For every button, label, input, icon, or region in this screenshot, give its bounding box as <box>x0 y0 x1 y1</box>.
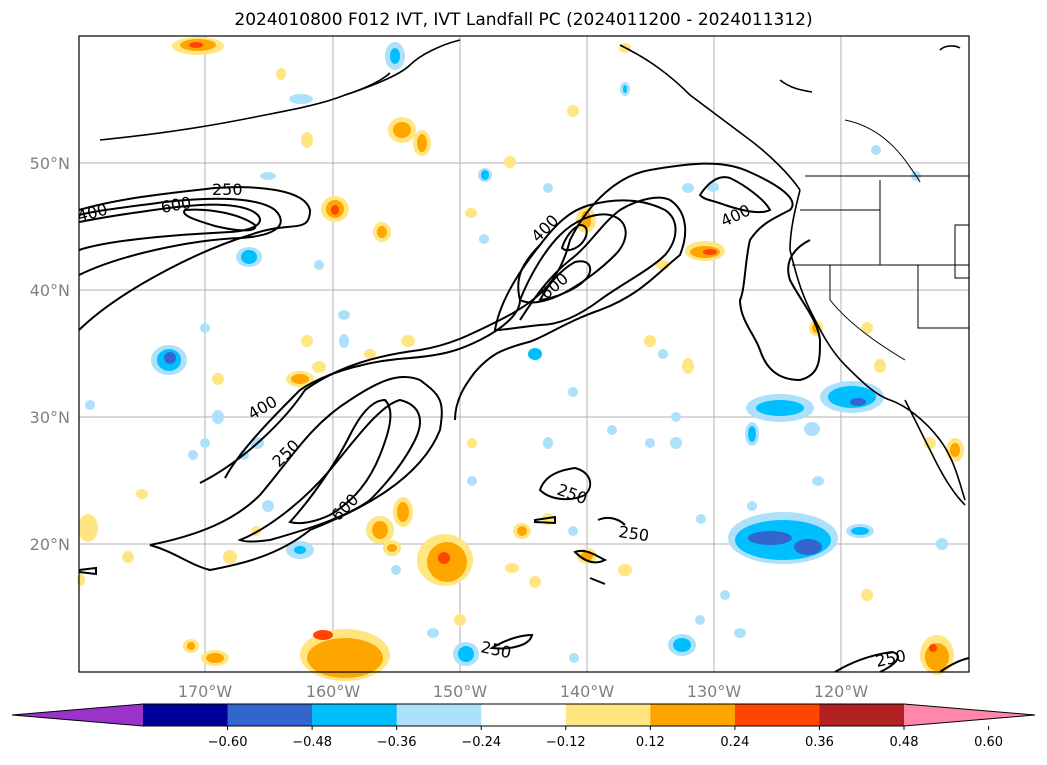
lon-label: 120°W <box>814 682 869 701</box>
state-borders <box>792 119 970 361</box>
colorbar-tick-label: −0.60 <box>208 735 248 750</box>
colorbar-extend-low <box>12 704 143 726</box>
lat-label: 30°N <box>30 408 70 427</box>
colorbar-tick-label: 0.48 <box>890 735 919 750</box>
colorbar-segment <box>312 704 398 726</box>
latitude-labels: 50°N 40°N 30°N 20°N <box>30 154 70 554</box>
colorbar-tick-label: −0.24 <box>461 735 501 750</box>
colorbar-tick-label: −0.36 <box>377 735 417 750</box>
colorbar-segment <box>650 704 736 726</box>
ivt-contours <box>78 162 970 673</box>
lon-label: 160°W <box>306 682 361 701</box>
colorbar: −0.60 −0.48 −0.36 −0.24 −0.12 0.12 0.24 0.36 0.4… <box>11 703 1036 750</box>
colorbar-segment <box>481 704 567 726</box>
lat-label: 40°N <box>30 281 70 300</box>
contour-label-250: 250 <box>617 522 650 545</box>
map-frame <box>78 35 970 673</box>
contour-label-250: 250 <box>212 180 243 199</box>
shaded-pc-fields <box>77 37 964 681</box>
lat-label: 50°N <box>30 154 70 173</box>
colorbar-segment <box>819 704 905 726</box>
colorbar-outline <box>11 703 1036 727</box>
lat-label: 20°N <box>30 535 70 554</box>
lon-label: 170°W <box>178 682 233 701</box>
coastlines <box>99 39 966 506</box>
colorbar-tick-label: −0.48 <box>292 735 332 750</box>
lon-label: 140°W <box>560 682 615 701</box>
colorbar-tick-label: 0.36 <box>805 735 834 750</box>
colorbar-segment <box>396 704 482 726</box>
lon-label: 150°W <box>433 682 488 701</box>
colorbar-segment <box>734 704 820 726</box>
map-title: 2024010800 F012 IVT, IVT Landfall PC (20… <box>234 10 813 30</box>
colorbar-tick-label: 0.60 <box>974 735 1003 750</box>
colorbar-segment <box>565 704 651 726</box>
lon-label: 130°W <box>687 682 742 701</box>
colorbar-segment <box>227 704 313 726</box>
colorbar-tick-label: 0.12 <box>636 735 665 750</box>
colorbar-tick-label: −0.12 <box>546 735 586 750</box>
colorbar-extend-high <box>904 704 1035 726</box>
colorbar-tick-label: 0.24 <box>720 735 749 750</box>
longitude-labels: 170°W 160°W 150°W 140°W 130°W 120°W <box>178 682 869 701</box>
colorbar-segment <box>143 704 229 726</box>
